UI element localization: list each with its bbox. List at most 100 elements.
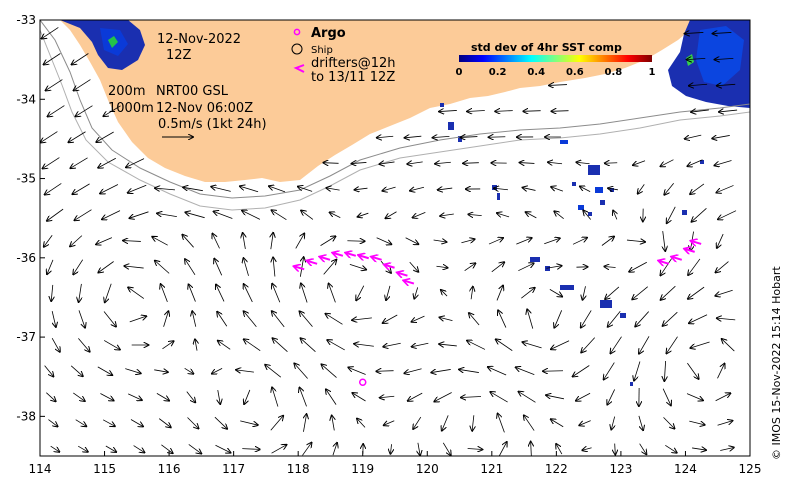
current-vector [405, 136, 422, 138]
current-vector [689, 420, 704, 425]
current-vector [717, 421, 733, 426]
drifter-marker [333, 253, 344, 256]
current-vector [75, 419, 87, 427]
current-vector [243, 258, 249, 276]
current-vector [242, 211, 261, 220]
current-vector [717, 364, 724, 379]
current-vector [240, 186, 259, 193]
current-vector [661, 285, 676, 300]
drifter-marker [346, 253, 357, 256]
current-vector [639, 336, 650, 353]
current-vector [390, 444, 391, 454]
map-date: 12-Nov-2022 [157, 32, 241, 47]
current-vector [604, 362, 615, 380]
current-vector [78, 310, 85, 327]
current-vector [524, 415, 535, 431]
current-vector [78, 445, 88, 452]
current-vector [412, 315, 425, 322]
current-vector [103, 105, 121, 116]
current-vector [715, 58, 734, 59]
current-vector [461, 137, 478, 138]
current-vector [47, 208, 64, 221]
current-vector [442, 415, 449, 430]
current-vector [75, 209, 92, 221]
current-vector [712, 135, 730, 138]
current-vector [665, 444, 676, 452]
current-vector [128, 287, 145, 299]
sst-variability-patches [60, 20, 750, 386]
x-tick-label: 121 [480, 462, 503, 476]
current-vector [581, 310, 592, 327]
current-vector [272, 284, 281, 303]
current-vector [272, 311, 285, 328]
drifter-marker [385, 265, 395, 268]
current-vector [380, 162, 395, 164]
current-vector [48, 105, 65, 117]
x-tick-label: 115 [93, 462, 116, 476]
current-vector [355, 188, 368, 190]
current-vector [155, 261, 170, 274]
current-vector [269, 186, 286, 193]
current-vector [214, 259, 223, 276]
current-vector [302, 443, 312, 456]
current-vector [162, 341, 173, 350]
drifter-tracks [294, 241, 702, 284]
current-vector [418, 442, 420, 455]
current-vector [273, 258, 275, 277]
current-vector [356, 285, 365, 301]
current-vector [129, 316, 147, 323]
ship-legend-label: Ship [311, 45, 333, 56]
current-vector [689, 314, 708, 324]
current-vector [526, 212, 537, 219]
current-vector [133, 445, 145, 453]
drifter-marker [691, 241, 702, 244]
current-vector [413, 212, 426, 217]
current-vector [154, 370, 168, 372]
current-vector [212, 234, 220, 249]
current-vector [722, 339, 735, 352]
y-tick-label: -34 [16, 92, 36, 106]
current-vector [554, 310, 563, 327]
current-vector [463, 163, 479, 164]
current-vector [583, 211, 592, 220]
current-vector [523, 111, 541, 112]
current-vector [414, 287, 417, 298]
current-vector [607, 389, 616, 404]
current-vector [439, 110, 457, 111]
current-vector [491, 262, 504, 273]
current-vector [352, 318, 372, 320]
current-vector [495, 111, 513, 112]
current-vector [498, 310, 507, 328]
current-vector [581, 337, 596, 353]
current-vector [638, 415, 643, 430]
current-vector [301, 338, 316, 353]
drifter-legend-to: to 13/11 12Z [311, 70, 395, 85]
current-vector [464, 263, 476, 271]
current-vector [103, 311, 116, 326]
current-vector [410, 187, 425, 190]
current-vector [68, 131, 86, 143]
current-vector [51, 338, 60, 352]
current-vector [96, 237, 113, 245]
current-vector [663, 311, 678, 326]
current-vector [523, 188, 536, 191]
current-vector [240, 420, 258, 425]
current-vector [380, 396, 395, 398]
current-vector [100, 393, 113, 401]
current-vector [583, 286, 586, 300]
current-vector [611, 416, 614, 430]
current-vector [102, 210, 121, 220]
current-vector [663, 231, 666, 251]
current-vector [383, 343, 401, 347]
current-vector [498, 442, 506, 456]
current-vector [72, 183, 90, 194]
current-vector [299, 388, 307, 407]
current-vector [384, 420, 395, 426]
current-vector [105, 445, 116, 452]
current-vector [716, 185, 734, 192]
current-vector [130, 211, 149, 218]
drifter-marker [372, 257, 382, 260]
current-vector [51, 284, 53, 301]
current-vector [214, 211, 233, 219]
current-vector [639, 443, 647, 455]
